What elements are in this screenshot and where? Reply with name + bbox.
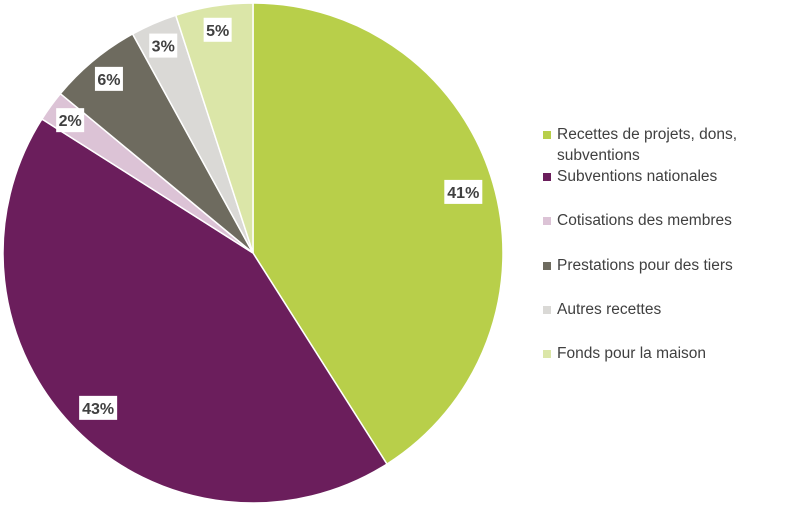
legend-item-3: Prestations pour des tiers: [543, 255, 777, 276]
pie-slice-0: [252, 2, 504, 466]
svg-text:43%: 43%: [82, 401, 114, 418]
svg-text:2%: 2%: [59, 113, 82, 130]
pie-chart: 41% 43% 2% 6% 3% 5%: [2, 2, 504, 504]
svg-text:6%: 6%: [97, 72, 120, 89]
data-label-4: 3%: [149, 33, 178, 58]
svg-text:3%: 3%: [152, 39, 175, 56]
legend-item-0: Recettes de projets, dons, subventions: [543, 124, 747, 166]
legend-label: Fonds pour la maison: [557, 345, 707, 362]
legend-item-4: Autres recettes: [543, 299, 777, 320]
legend-label: Cotisations des membres: [557, 212, 732, 229]
data-label-0: 41%: [444, 179, 483, 204]
svg-text:5%: 5%: [206, 23, 229, 40]
legend-swatch: [543, 262, 551, 270]
legend-swatch: [543, 350, 551, 358]
data-label-5: 5%: [203, 17, 232, 42]
pie-slice-5: [174, 2, 254, 254]
data-label-3: 6%: [94, 66, 123, 91]
data-label-2: 2%: [56, 108, 85, 133]
legend-label: Subventions nationales: [557, 168, 718, 185]
data-label-1: 43%: [79, 395, 118, 420]
legend-swatch: [543, 173, 551, 181]
legend-item-1: Subventions nationales: [543, 166, 777, 187]
legend-item-2: Cotisations des membres: [543, 210, 777, 231]
legend-label: Autres recettes: [557, 301, 662, 318]
legend-label: Prestations pour des tiers: [557, 257, 733, 274]
legend-swatch: [543, 217, 551, 225]
svg-text:41%: 41%: [447, 185, 479, 202]
legend-swatch: [543, 131, 551, 139]
legend-swatch: [543, 306, 551, 314]
legend-item-5: Fonds pour la maison: [543, 343, 777, 364]
legend-label: Recettes de projets, dons, subventions: [557, 126, 738, 164]
